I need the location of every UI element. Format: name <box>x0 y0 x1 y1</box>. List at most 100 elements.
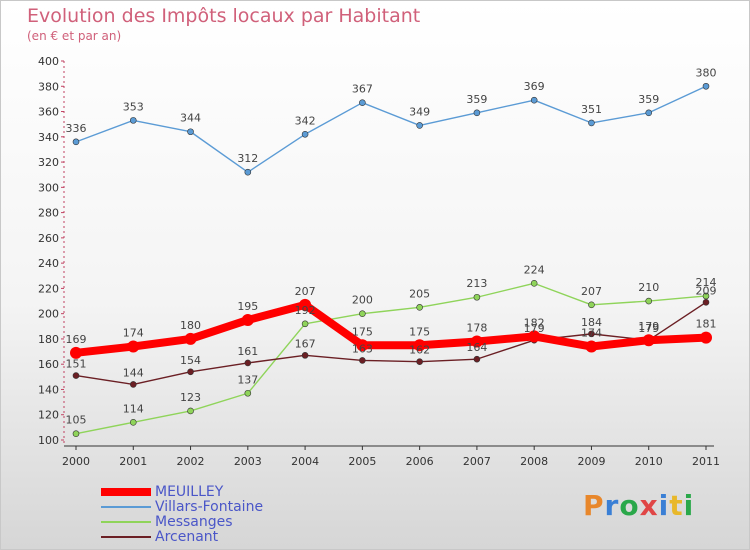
data-point <box>359 310 366 317</box>
logo-letter: o <box>619 489 640 522</box>
y-tick-label: 140 <box>38 383 59 396</box>
x-tick-label: 2010 <box>635 455 663 468</box>
data-label: 123 <box>180 391 201 404</box>
data-point <box>187 407 194 415</box>
data-label: 184 <box>581 316 602 329</box>
legend-label: Arcenant <box>155 529 219 545</box>
x-tick-label: 2005 <box>348 455 376 468</box>
y-tick-label: 240 <box>38 257 59 270</box>
data-label: 181 <box>696 318 717 331</box>
legend-swatch <box>101 521 151 523</box>
x-tick-label: 2004 <box>291 455 319 468</box>
data-point <box>72 138 80 146</box>
logo-letter: i <box>658 489 670 522</box>
data-label: 312 <box>237 152 258 165</box>
data-point <box>356 339 369 352</box>
data-label: 179 <box>638 322 659 335</box>
data-point <box>588 330 595 338</box>
data-point <box>70 346 82 359</box>
legend-label: Messanges <box>155 514 233 530</box>
data-label: 182 <box>524 316 545 329</box>
data-point <box>702 82 710 90</box>
data-label: 167 <box>295 337 316 350</box>
data-point <box>416 304 423 311</box>
data-label: 195 <box>237 300 258 313</box>
data-label: 137 <box>237 373 258 386</box>
data-point <box>470 335 483 348</box>
data-label: 161 <box>237 345 258 358</box>
y-tick-label: 180 <box>38 333 59 346</box>
data-label: 359 <box>466 93 487 106</box>
data-point <box>244 389 252 397</box>
data-label: 200 <box>352 294 373 307</box>
data-point <box>530 280 538 287</box>
data-point <box>530 96 538 104</box>
data-point <box>129 117 137 124</box>
data-point <box>416 358 423 365</box>
x-tick-label: 2011 <box>692 455 720 468</box>
series-line-messanges <box>75 282 707 435</box>
data-point <box>127 340 140 353</box>
series-line-villars-fontaine <box>75 85 707 173</box>
x-tick-label: 2006 <box>406 455 434 468</box>
data-point <box>702 298 710 306</box>
x-tick-label: 2009 <box>577 455 605 468</box>
data-point <box>473 355 481 363</box>
data-label: 359 <box>638 93 659 106</box>
data-label: 179 <box>524 322 545 335</box>
data-point <box>359 99 366 106</box>
y-tick-label: 220 <box>38 282 59 295</box>
data-label: 207 <box>295 285 316 298</box>
y-tick-label: 400 <box>38 55 59 68</box>
y-tick-label: 360 <box>38 106 59 119</box>
logo-letter: t <box>669 489 684 522</box>
data-label: 180 <box>180 319 201 332</box>
data-point <box>700 331 712 344</box>
data-point <box>702 292 710 300</box>
data-label: 367 <box>352 83 373 96</box>
data-label: 210 <box>638 281 659 294</box>
data-label: 175 <box>409 325 430 338</box>
legend-label: Villars-Fontaine <box>155 499 264 515</box>
data-label: 178 <box>466 321 487 334</box>
data-label: 209 <box>696 284 717 297</box>
logo-letter: P <box>583 489 605 522</box>
y-tick-label: 300 <box>38 181 59 194</box>
x-tick-label: 2002 <box>177 455 205 468</box>
legend-swatch <box>101 488 151 496</box>
y-tick-label: 120 <box>38 409 59 422</box>
data-label: 192 <box>295 304 316 317</box>
data-point <box>588 301 595 309</box>
data-point <box>187 368 194 376</box>
x-tick-label: 2003 <box>234 455 262 468</box>
data-point <box>301 320 309 328</box>
data-point <box>473 293 481 301</box>
data-point <box>301 352 309 359</box>
data-point <box>184 332 197 345</box>
legend-label: MEUILLEY <box>155 484 224 500</box>
data-label: 224 <box>524 263 545 276</box>
x-tick-label: 2000 <box>62 455 90 468</box>
chart-series <box>70 82 712 437</box>
data-point <box>129 381 137 388</box>
legend-swatch <box>101 506 151 508</box>
data-label: 151 <box>66 358 87 371</box>
y-tick-label: 280 <box>38 207 59 220</box>
data-label: 349 <box>409 105 430 118</box>
legend-swatch <box>101 536 151 538</box>
data-label: 207 <box>581 285 602 298</box>
y-tick-label: 260 <box>38 232 59 245</box>
data-point <box>642 334 655 347</box>
logo-letter: r <box>604 489 620 522</box>
data-point <box>645 297 653 305</box>
data-label: 163 <box>352 342 373 355</box>
data-label: 169 <box>66 333 87 346</box>
data-label: 105 <box>66 414 87 427</box>
data-label: 162 <box>409 344 430 357</box>
data-point <box>588 119 595 127</box>
data-label: 380 <box>696 66 717 79</box>
data-label: 174 <box>581 327 602 340</box>
x-tick-label: 2001 <box>119 455 147 468</box>
